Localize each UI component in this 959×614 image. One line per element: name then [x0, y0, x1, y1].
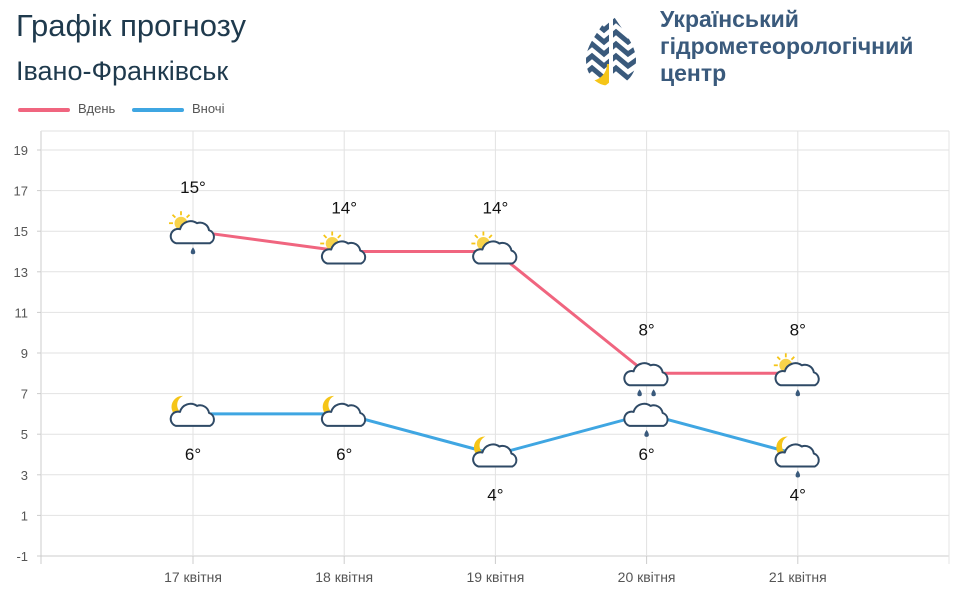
data-label-day: 15°: [180, 178, 206, 197]
y-tick-label: 15: [14, 224, 28, 239]
y-tick-label: 9: [21, 346, 28, 361]
cloud-shape: [472, 240, 518, 265]
moon-cloud-icon: [169, 395, 215, 427]
rain-drop: [795, 470, 801, 478]
data-label-day: 14°: [331, 199, 357, 218]
cloud-shape: [472, 443, 518, 468]
sun-ray: [171, 214, 176, 219]
cloud-rain-icon: [623, 402, 669, 437]
sun-ray: [474, 234, 479, 239]
cloud-shape: [623, 362, 669, 387]
sun-ray: [323, 234, 328, 239]
sun-ray: [186, 214, 191, 219]
sun-ray: [488, 234, 493, 239]
sun-ray: [776, 356, 781, 361]
city-name: Івано-Франківськ: [16, 56, 229, 86]
sun-cloud-rain-icon: [773, 353, 820, 397]
logo-text: Український гідрометеорологічний центр: [660, 6, 913, 87]
legend-label-night: Вночі: [192, 101, 225, 116]
cloud-shape: [169, 402, 215, 427]
moon-cloud-icon: [472, 436, 518, 468]
cloud-heavy-rain-icon: [623, 362, 669, 397]
y-tick-label: 1: [21, 508, 28, 523]
cloud-shape: [774, 443, 820, 468]
y-tick-label: 19: [14, 143, 28, 158]
y-tick-label: 17: [14, 184, 28, 199]
data-label-night: 4°: [790, 486, 806, 505]
sun-ray: [337, 234, 342, 239]
legend-swatch-night: [132, 108, 184, 112]
rain-drop: [651, 389, 656, 397]
data-label-day: 8°: [790, 320, 806, 339]
y-tick-label: -1: [16, 549, 28, 564]
x-tick-label: 21 квітня: [769, 569, 827, 585]
moon-cloud-icon: [320, 395, 367, 427]
sun-cloud-rain-icon: [169, 211, 215, 255]
moon-cloud-rain-icon: [774, 436, 820, 478]
cloud-shape: [320, 402, 367, 427]
page-title: Графік прогнозу: [16, 8, 247, 43]
y-tick-label: 3: [21, 468, 28, 483]
y-tick-label: 13: [14, 265, 28, 280]
ukrhydromet-logo-icon: [586, 12, 636, 86]
logo-line-3: центр: [660, 60, 727, 86]
x-tick-label: 18 квітня: [315, 569, 373, 585]
sun-cloud-icon: [471, 231, 518, 265]
rain-drop: [795, 389, 801, 397]
data-label-night: 6°: [336, 445, 352, 464]
rain-drop: [644, 429, 649, 437]
rain-drop: [190, 247, 196, 255]
data-label-day: 14°: [483, 199, 509, 218]
logo-line-2: гідрометеорологічний: [660, 33, 914, 59]
x-tick-label: 19 квітня: [466, 569, 524, 585]
cloud-shape: [169, 220, 215, 245]
legend-label-day: Вдень: [78, 101, 116, 116]
data-label-night: 6°: [638, 445, 654, 464]
data-label-day: 8°: [638, 320, 654, 339]
data-label-night: 4°: [487, 486, 503, 505]
sun-ray: [790, 356, 795, 361]
y-tick-label: 11: [15, 305, 29, 320]
cloud-shape: [320, 240, 367, 265]
legend-swatch-day: [18, 108, 70, 112]
x-tick-label: 17 квітня: [164, 569, 222, 585]
cloud-shape: [623, 402, 669, 427]
y-tick-label: 5: [21, 427, 28, 442]
cloud-shape: [774, 362, 820, 387]
x-tick-label: 20 квітня: [618, 569, 676, 585]
data-label-night: 6°: [185, 445, 201, 464]
logo-line-1: Український: [660, 6, 799, 32]
sun-cloud-icon: [320, 231, 367, 265]
y-tick-label: 7: [21, 387, 28, 402]
rain-drop: [637, 389, 642, 397]
